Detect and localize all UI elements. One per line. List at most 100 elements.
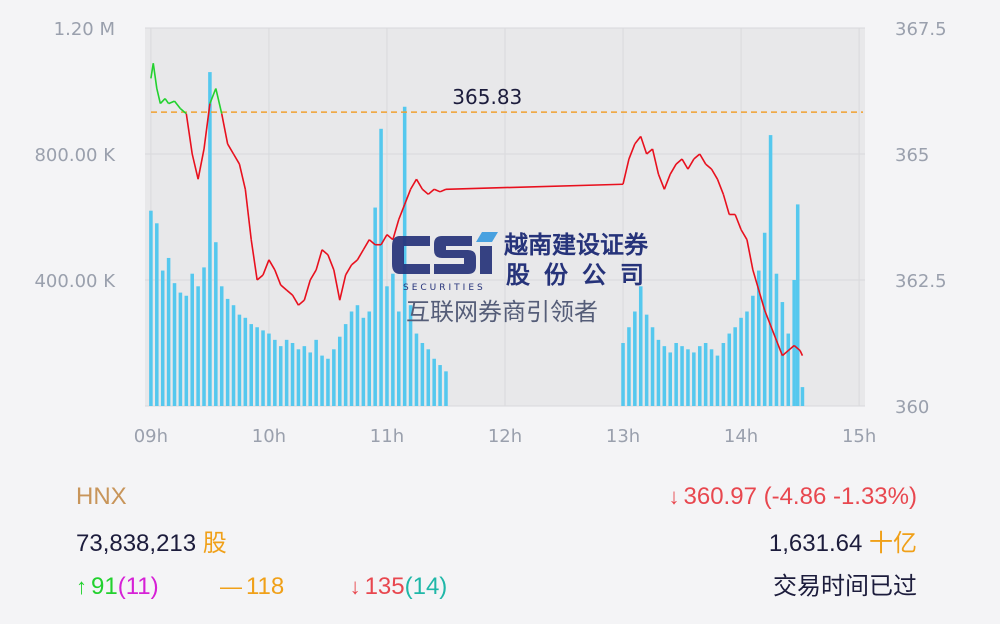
volume-bar <box>668 352 673 406</box>
volume-bar <box>621 343 625 406</box>
decliners-count: 135 <box>364 573 405 600</box>
price-segment <box>409 178 418 190</box>
volume-bar <box>686 349 690 406</box>
volume-bar <box>692 352 696 406</box>
volume-bar <box>349 311 354 406</box>
price-segment <box>398 204 406 220</box>
volume-bars <box>149 72 805 407</box>
volume-bar <box>267 333 271 406</box>
price-segment <box>716 178 725 195</box>
volume-bar <box>800 387 805 406</box>
volume-bar <box>379 128 383 407</box>
price-segment <box>769 325 778 341</box>
volume-bar <box>355 305 360 406</box>
price-segment <box>639 136 648 155</box>
volume-bar <box>638 286 643 406</box>
price-segment <box>321 249 329 256</box>
price-segment <box>250 239 258 281</box>
price-segment <box>368 239 376 246</box>
price-segment <box>280 284 288 291</box>
right-tick-label: 365 <box>895 145 929 166</box>
volume-bar <box>402 106 407 406</box>
floor-count: (14) <box>404 573 448 600</box>
volume-bar <box>786 333 791 406</box>
price-segment <box>262 259 270 276</box>
volume-bar <box>432 358 436 406</box>
volume-bar <box>249 324 253 406</box>
volume-bar <box>768 135 773 406</box>
x-axis-ticks: 09h 10h 11h 12h 13h 14h 15h <box>134 426 877 447</box>
left-tick-label: 400.00 K <box>34 271 116 292</box>
volume-bar <box>361 317 366 406</box>
volume-bar <box>166 257 171 406</box>
total-turnover: 1,631.64 <box>768 530 863 557</box>
volume-bar <box>391 273 395 406</box>
csi-logo: SECURITIES 越南建设证券 股份公司 互联网券商引领者 <box>392 228 662 328</box>
price-segment <box>380 234 388 246</box>
price-segment <box>403 188 412 205</box>
price-segment <box>386 234 394 241</box>
volume-bar <box>225 298 230 406</box>
price-segment <box>758 289 766 311</box>
price-segment <box>297 299 305 306</box>
price-segment <box>622 158 630 185</box>
intraday-chart: 365.83 1.20 M 800.00 K 400.00 K 367.5 365 36… <box>34 19 947 447</box>
turnover-row: 1,631.64 十亿 <box>769 529 917 559</box>
price-segment <box>362 239 370 251</box>
price-segment <box>793 344 801 352</box>
price-segment <box>164 98 170 105</box>
price-segment <box>191 153 199 180</box>
volume-bar <box>385 286 389 406</box>
price-segment <box>291 294 300 306</box>
price-segment <box>226 143 235 155</box>
price-segment <box>705 163 713 170</box>
x-tick-label: 09h <box>134 426 168 447</box>
market-status: 交易时间已过 <box>773 573 917 600</box>
ceiling-count: (11) <box>117 573 159 600</box>
volume-bar <box>214 242 218 406</box>
volume-bar <box>261 330 265 406</box>
price-segment <box>663 173 671 190</box>
x-tick-label: 12h <box>488 426 522 447</box>
price-segment <box>415 178 424 190</box>
price-segment <box>315 249 323 271</box>
volume-bar <box>231 305 236 406</box>
price-segment <box>256 274 264 281</box>
price-segment <box>356 249 365 261</box>
price-segment <box>232 153 241 165</box>
volume-bar <box>284 339 289 406</box>
volume-bar <box>172 283 177 406</box>
volume-unit: 股 <box>202 530 227 557</box>
volume-bar <box>397 311 401 406</box>
volume-bar <box>745 311 749 406</box>
price-segment <box>781 349 789 357</box>
volume-bar <box>296 349 301 406</box>
price-segment <box>197 148 205 180</box>
price-segment <box>681 158 689 170</box>
volume-bar <box>633 311 637 406</box>
x-tick-label: 15h <box>842 426 876 447</box>
price-segment <box>763 309 772 326</box>
volume-bar <box>715 355 720 406</box>
down-arrow-icon: ↓ <box>349 574 361 599</box>
right-tick-label: 367.5 <box>895 19 947 40</box>
volume-bar <box>762 232 767 406</box>
x-tick-label: 13h <box>606 426 640 447</box>
volume-bar <box>367 311 372 406</box>
price-segment <box>159 98 166 105</box>
price-segment <box>799 350 804 356</box>
volume-bar <box>202 267 206 406</box>
volume-bar <box>373 207 377 406</box>
price-segment <box>752 269 760 291</box>
logo-cn-line2: 股份公司 <box>506 261 658 289</box>
price-segment <box>775 340 784 356</box>
price-segment <box>238 163 247 190</box>
volume-bar <box>308 352 313 406</box>
volume-bar <box>408 305 413 406</box>
price-segment <box>168 100 175 105</box>
volume-bar <box>733 327 737 406</box>
price-segment <box>344 264 353 276</box>
volume-bar <box>332 349 336 406</box>
price-segment <box>675 158 683 165</box>
volume-bar <box>703 343 708 406</box>
